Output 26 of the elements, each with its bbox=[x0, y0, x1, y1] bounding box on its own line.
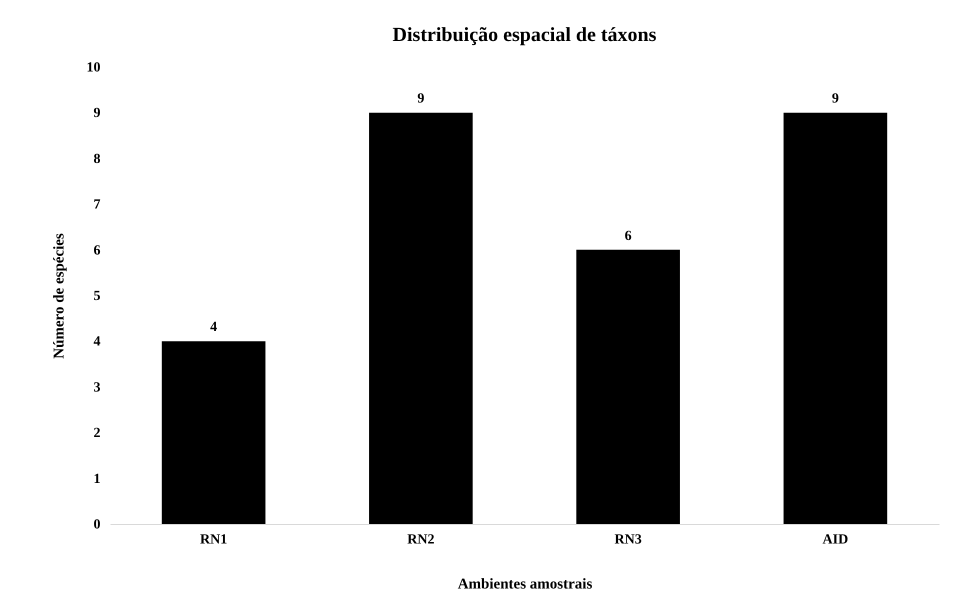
x-tick-label: RN3 bbox=[614, 532, 642, 548]
y-tick-label: 0 bbox=[94, 518, 100, 532]
bar bbox=[162, 341, 266, 524]
x-tick-label: RN2 bbox=[407, 532, 434, 548]
bar bbox=[369, 112, 473, 524]
y-axis-title: Número de espécies bbox=[52, 233, 68, 359]
bar bbox=[576, 250, 680, 524]
y-tick-label: 10 bbox=[86, 60, 100, 76]
y-tick-label: 9 bbox=[94, 106, 100, 122]
y-tick-label: 2 bbox=[94, 426, 100, 442]
y-tick-label: 3 bbox=[94, 380, 100, 396]
y-tick-label: 7 bbox=[94, 198, 100, 213]
y-tick-label: 1 bbox=[94, 472, 100, 487]
chart-title: Distribuição espacial de táxons bbox=[392, 24, 657, 46]
y-tick-label: 5 bbox=[94, 289, 100, 304]
data-label: 9 bbox=[417, 92, 424, 107]
y-tick-label: 4 bbox=[94, 334, 100, 350]
data-label: 9 bbox=[832, 92, 839, 107]
data-label: 4 bbox=[210, 320, 218, 336]
data-label: 6 bbox=[624, 228, 632, 244]
x-tick-label: AID bbox=[822, 532, 848, 548]
x-tick-label: RN1 bbox=[200, 532, 228, 548]
bar bbox=[784, 112, 888, 524]
x-axis-title: Ambientes amostrais bbox=[458, 576, 592, 592]
y-tick-label: 6 bbox=[94, 243, 100, 258]
y-tick-label: 8 bbox=[94, 152, 100, 167]
